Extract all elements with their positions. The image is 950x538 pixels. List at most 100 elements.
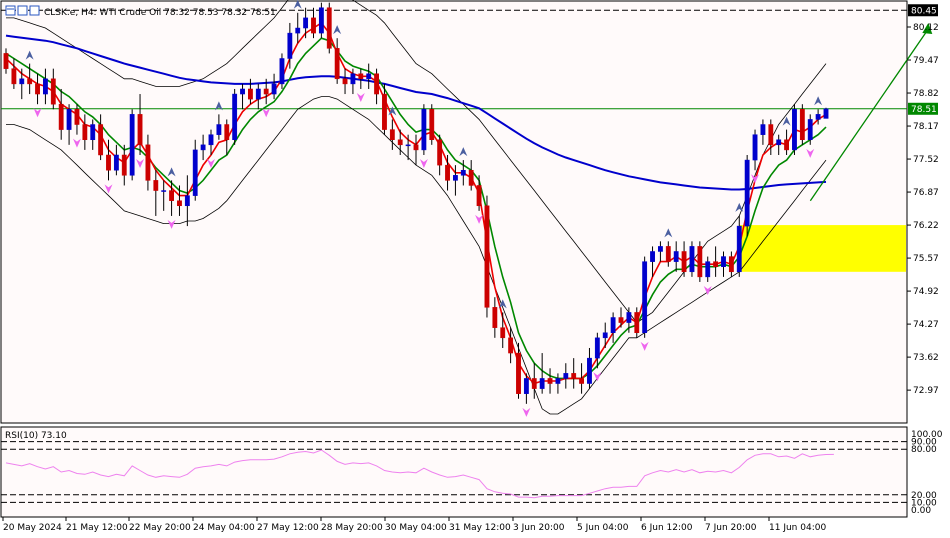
candle[interactable] — [153, 170, 159, 216]
candle[interactable] — [3, 48, 9, 74]
candle[interactable] — [768, 119, 774, 155]
candle[interactable] — [445, 154, 450, 191]
candle[interactable] — [665, 241, 671, 267]
candle[interactable] — [50, 68, 56, 110]
candle[interactable] — [200, 134, 206, 161]
candle[interactable] — [192, 139, 198, 201]
candle[interactable] — [437, 134, 443, 176]
candle[interactable] — [705, 256, 711, 282]
candle[interactable] — [650, 246, 655, 277]
candle[interactable] — [523, 373, 529, 404]
candle[interactable] — [326, 2, 332, 54]
candle[interactable] — [311, 7, 316, 39]
candle[interactable] — [744, 154, 750, 237]
candle[interactable] — [303, 7, 309, 39]
candle[interactable] — [82, 114, 88, 150]
candle[interactable] — [113, 144, 119, 176]
candle[interactable] — [43, 68, 48, 105]
candle[interactable] — [374, 68, 379, 105]
candle[interactable] — [177, 185, 182, 216]
candle[interactable] — [799, 104, 805, 145]
candle[interactable] — [161, 180, 167, 211]
candle[interactable] — [98, 114, 104, 161]
candle[interactable] — [232, 88, 238, 145]
candle[interactable] — [539, 353, 545, 394]
candle[interactable] — [571, 358, 577, 389]
candle[interactable] — [697, 241, 703, 282]
candle[interactable] — [610, 312, 616, 343]
candle[interactable] — [579, 363, 584, 394]
candle[interactable] — [508, 327, 514, 364]
candle[interactable] — [563, 363, 569, 389]
candle[interactable] — [263, 78, 269, 105]
candle[interactable] — [728, 251, 734, 277]
candle[interactable] — [287, 22, 293, 69]
candle[interactable] — [453, 165, 458, 196]
candle[interactable] — [129, 109, 135, 181]
candle[interactable] — [516, 342, 521, 399]
candle[interactable] — [240, 83, 245, 110]
candle[interactable] — [389, 119, 395, 150]
candle[interactable] — [318, 2, 324, 39]
candle[interactable] — [634, 307, 640, 338]
rsi-plot-area[interactable] — [0, 426, 908, 518]
candle[interactable] — [594, 332, 600, 369]
candle[interactable] — [184, 175, 190, 227]
candle[interactable] — [721, 251, 726, 277]
window-menu-icon[interactable] — [5, 5, 16, 16]
candle[interactable] — [405, 134, 411, 161]
candle[interactable] — [689, 241, 695, 277]
candle[interactable] — [342, 68, 348, 95]
candle[interactable] — [58, 88, 64, 140]
candle[interactable] — [618, 307, 624, 328]
candle[interactable] — [216, 114, 222, 140]
candle[interactable] — [169, 180, 174, 216]
candle[interactable] — [255, 83, 261, 110]
candle[interactable] — [271, 73, 277, 100]
candle[interactable] — [248, 78, 253, 105]
candle[interactable] — [807, 114, 813, 145]
candle[interactable] — [784, 129, 789, 155]
candle[interactable] — [421, 104, 427, 155]
candle[interactable] — [531, 363, 537, 399]
candle[interactable] — [397, 129, 403, 155]
candle[interactable] — [555, 373, 561, 394]
candle[interactable] — [27, 63, 33, 95]
candle[interactable] — [334, 38, 340, 84]
candle[interactable] — [66, 104, 72, 145]
candle[interactable] — [484, 195, 490, 318]
candle[interactable] — [382, 83, 387, 135]
candle[interactable] — [792, 104, 797, 155]
candle[interactable] — [350, 68, 356, 95]
candle[interactable] — [776, 134, 782, 155]
candle[interactable] — [673, 241, 679, 272]
candle[interactable] — [19, 68, 25, 100]
main-plot-area[interactable] — [0, 0, 908, 424]
candle[interactable] — [815, 109, 821, 125]
candle[interactable] — [476, 175, 482, 211]
candle[interactable] — [74, 104, 80, 135]
candle[interactable] — [626, 307, 632, 333]
candle[interactable] — [366, 63, 372, 89]
candle[interactable] — [224, 119, 230, 155]
candle[interactable] — [145, 134, 151, 191]
window-maximize-icon[interactable] — [29, 5, 40, 16]
candle[interactable] — [658, 241, 663, 262]
candle[interactable] — [492, 297, 498, 338]
candle[interactable] — [547, 368, 553, 394]
candle[interactable] — [681, 241, 687, 277]
candle[interactable] — [295, 12, 301, 44]
candle[interactable] — [642, 256, 648, 338]
window-controls[interactable] — [5, 5, 40, 16]
candle[interactable] — [358, 68, 364, 89]
candle[interactable] — [760, 119, 766, 145]
candle[interactable] — [279, 53, 285, 89]
candle[interactable] — [413, 134, 419, 166]
candle[interactable] — [500, 312, 506, 348]
window-restore-icon[interactable] — [17, 5, 28, 16]
candle[interactable] — [752, 129, 758, 171]
candle[interactable] — [121, 144, 127, 186]
candle[interactable] — [602, 322, 608, 348]
candle[interactable] — [90, 119, 96, 150]
candle[interactable] — [137, 94, 143, 155]
